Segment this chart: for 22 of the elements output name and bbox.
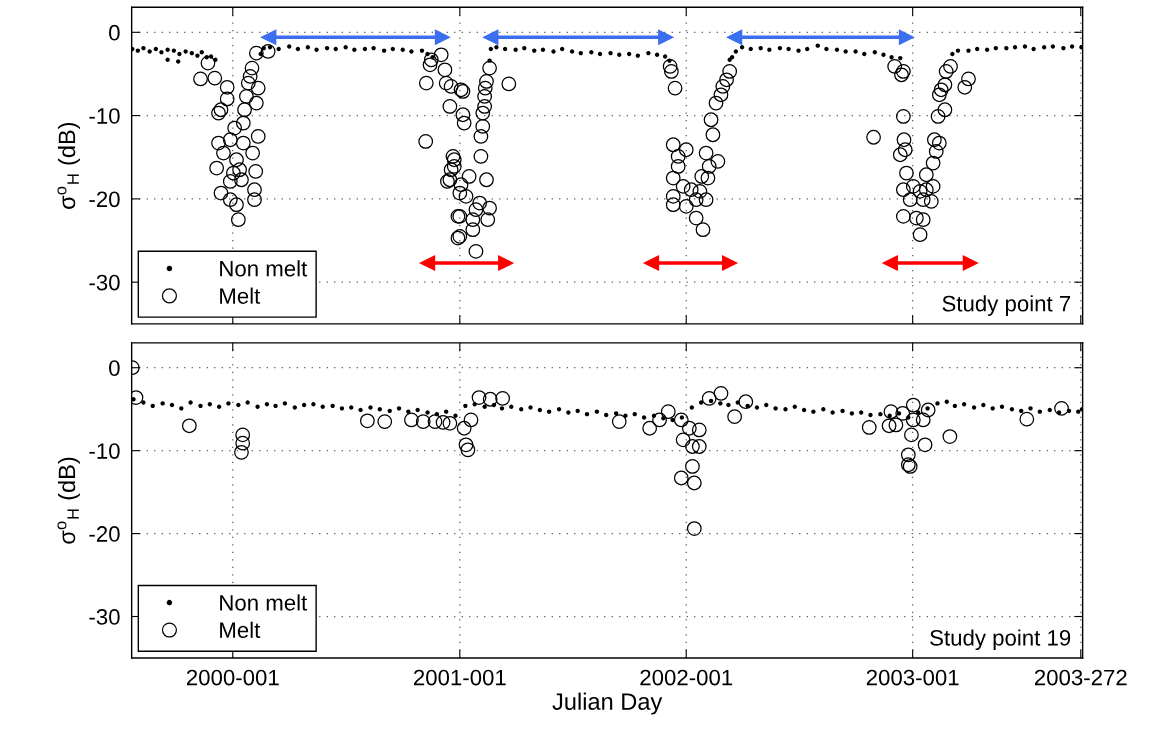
y-tick-label: -30 [89,609,120,625]
x-tick-label: 2001-001 [413,669,506,686]
annotation: Study point 7 [942,295,1071,316]
y-axis-title: σ$^{o}$$_{H}$ (dB) [57,457,80,544]
y-tick-label: 0 [109,24,120,41]
x-tick-label: 2002-001 [640,669,733,686]
x-tick-label: 2003-001 [866,669,959,686]
x-tick-label: 2003-272 [1034,669,1127,686]
y-tick-label: -10 [89,443,120,459]
y-tick-label: 0 [109,360,120,376]
legend-label: Non melt [220,260,308,277]
legend-label: Melt [220,287,261,304]
y-axis-title: σ$^{o}$$_{H}$ (dB) [57,122,80,209]
legend-label: Melt [220,621,261,639]
y-tick-label: -20 [89,526,120,542]
x-axis-title: Julian Day [552,692,663,715]
x-tick-label: 2000-001 [186,669,279,686]
y-tick-label: -10 [89,108,120,124]
legend-label: Non melt [220,594,308,611]
y-tick-label: -30 [89,274,120,291]
annotation: Study point 19 [930,629,1071,651]
y-tick-label: -20 [89,191,120,208]
